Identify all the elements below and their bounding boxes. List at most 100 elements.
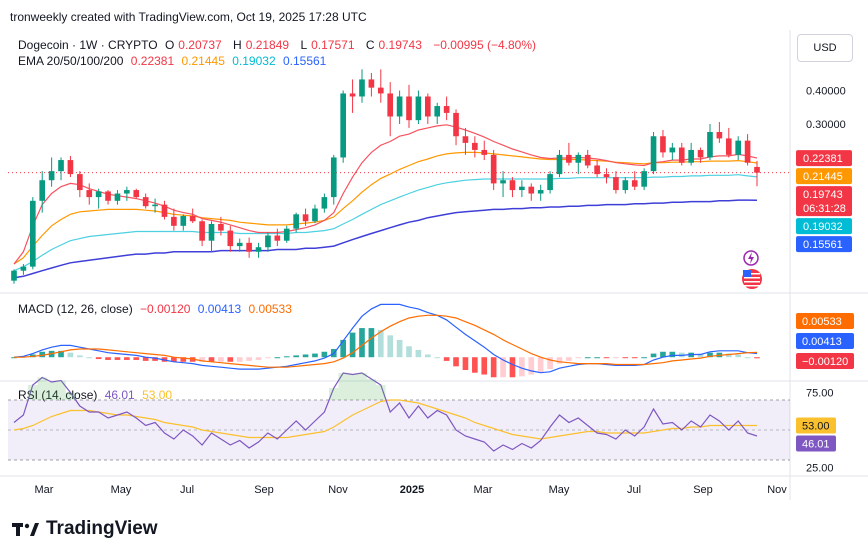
- macd-label: MACD (12, 26, close): [18, 302, 133, 316]
- candle: [293, 212, 299, 233]
- candle: [744, 134, 751, 166]
- ema200-line: [13, 199, 758, 279]
- time-tick-label: Nov: [328, 484, 348, 496]
- rsi-badge: 53.00: [796, 417, 836, 434]
- candle-body: [349, 93, 356, 97]
- candle: [556, 149, 563, 178]
- candle-body: [594, 165, 600, 175]
- macd-histogram-bar: [58, 350, 64, 358]
- macd-badge: 0.00533: [796, 313, 854, 329]
- candle: [312, 204, 318, 224]
- high-value: 0.21849: [245, 38, 290, 52]
- price-badge: 0.22381: [796, 150, 852, 167]
- tradingview-logo[interactable]: TradingView: [12, 518, 158, 540]
- macd-histogram-bar: [95, 357, 102, 360]
- macd-histogram-bar: [199, 357, 205, 362]
- macd-line-value: 0.00413: [197, 302, 242, 316]
- candle-body: [293, 214, 299, 229]
- candle-body: [744, 140, 751, 163]
- macd-badge-label: 0.00413: [802, 336, 842, 348]
- chart-canvas[interactable]: 0.40000 0.30000 0.22381 0.21445 0.19743 06:31…: [0, 0, 868, 510]
- candle-body: [359, 79, 365, 97]
- macd-histogram-bar: [500, 357, 506, 378]
- candle: [114, 190, 121, 205]
- macd-histogram-bar: [622, 357, 629, 359]
- candle-body: [171, 216, 177, 226]
- candle: [208, 221, 215, 252]
- macd-histogram-bar: [77, 355, 83, 358]
- macd-histogram-bar: [556, 357, 563, 364]
- rsi-badge-box: [796, 417, 836, 434]
- candle: [641, 168, 647, 191]
- candle-body: [265, 235, 271, 248]
- ema200-value: 0.15561: [282, 54, 327, 68]
- candle: [406, 84, 412, 128]
- candle: [678, 142, 685, 166]
- candle-body: [631, 180, 638, 187]
- candle: [133, 188, 140, 199]
- candle-body: [377, 87, 384, 94]
- candle-body: [556, 154, 563, 175]
- rsi-overbought-fill: [329, 388, 339, 400]
- price-badge-box: [796, 168, 852, 185]
- price-badge: 0.21445: [796, 168, 852, 185]
- rsi-overbought-fill: [338, 373, 348, 400]
- candle: [613, 171, 619, 194]
- macd-hist-value: −0.00120: [140, 302, 191, 316]
- macd-signal-line: [14, 314, 758, 368]
- candle-body: [754, 166, 760, 173]
- candle: [453, 109, 459, 146]
- macd-histogram-bar: [754, 357, 760, 359]
- macd-histogram-bar: [603, 357, 610, 359]
- macd-badge-label: 0.00533: [802, 316, 842, 328]
- candle: [377, 69, 384, 103]
- low-value: 0.17571: [311, 38, 355, 52]
- candle: [631, 171, 638, 191]
- change-value: −0.00995 (−4.80%): [433, 38, 537, 52]
- candle-body: [58, 160, 64, 172]
- macd-histogram-bar: [575, 357, 582, 359]
- candle-body: [707, 132, 713, 158]
- candle-body: [434, 106, 441, 117]
- candle: [58, 157, 64, 181]
- candle-body: [725, 138, 732, 155]
- candle-body: [161, 204, 168, 217]
- candle: [67, 155, 74, 178]
- ema50-line: [13, 151, 758, 265]
- candle-body: [575, 154, 582, 163]
- lightning-event-icon: [743, 250, 759, 266]
- macd-histogram-bar: [208, 357, 215, 362]
- us-flag-event-icon: [742, 269, 762, 289]
- candle: [302, 208, 309, 226]
- candle-body: [453, 112, 459, 137]
- macd-histogram-bar: [152, 357, 158, 361]
- candle-body: [716, 132, 723, 139]
- macd-histogram-bar: [462, 357, 469, 370]
- rsi-value: 46.01: [104, 388, 135, 402]
- ema100-value: 0.19032: [232, 54, 276, 68]
- time-tick-label: Sep: [693, 484, 713, 496]
- candle-body: [312, 208, 318, 222]
- ema50-value: 0.21445: [181, 54, 225, 68]
- candle: [359, 69, 365, 103]
- currency-button[interactable]: USD: [797, 34, 853, 62]
- candle-body: [124, 190, 130, 194]
- macd-histogram-bar: [537, 357, 544, 373]
- candle: [584, 149, 591, 169]
- open-value: 0.20737: [178, 38, 222, 52]
- candle-body: [199, 221, 205, 241]
- price-badge-box: [796, 186, 852, 217]
- candle-body: [39, 180, 46, 201]
- time-tick-label: May: [549, 484, 570, 496]
- macd-histogram-bar: [584, 357, 591, 359]
- rsi-tick-label: 25.00: [806, 463, 834, 475]
- price-badge-box: [796, 236, 852, 253]
- lightning-glyph: [748, 252, 754, 264]
- macd-histogram-bar: [368, 328, 375, 358]
- time-tick-label: May: [111, 484, 132, 496]
- candle-body: [697, 149, 704, 158]
- candle: [697, 147, 704, 163]
- rsi-label: RSI (14, close): [18, 388, 98, 402]
- price-badge: 0.19032: [796, 218, 852, 235]
- macd-histogram-bar: [490, 357, 497, 378]
